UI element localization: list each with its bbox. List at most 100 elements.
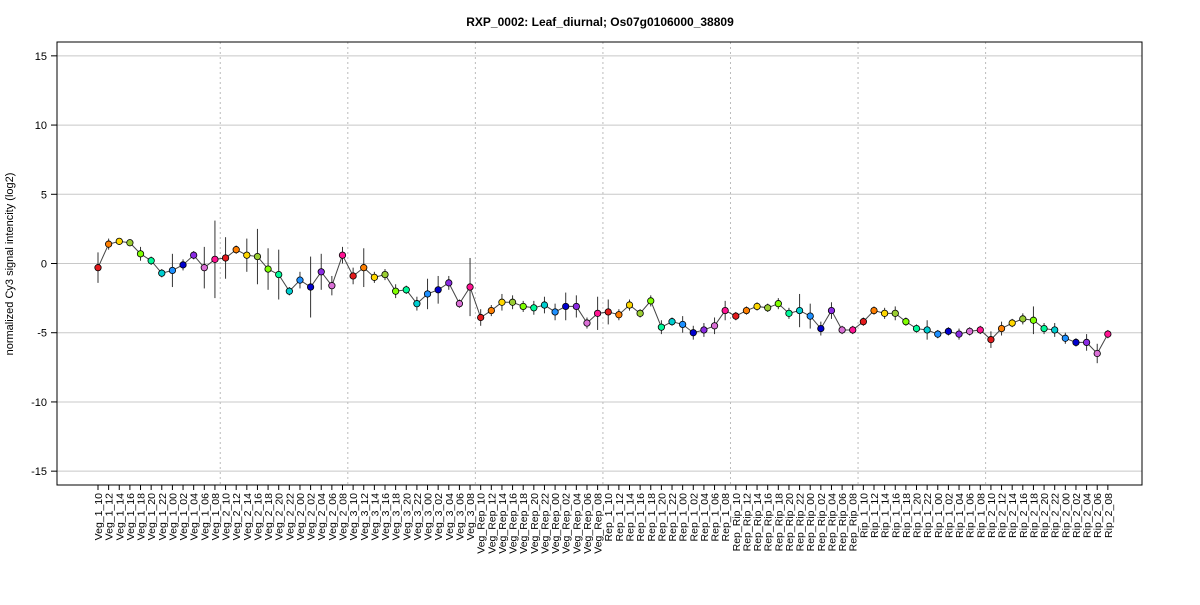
x-tick-label: Veg_2_16	[252, 493, 264, 540]
x-tick-label: Veg_2_08	[337, 493, 349, 540]
data-point	[732, 312, 740, 320]
x-tick-label: Veg_1_00	[167, 493, 179, 540]
data-point	[105, 240, 113, 248]
data-point	[987, 336, 995, 344]
data-point	[328, 282, 336, 290]
data-point	[785, 309, 793, 317]
x-tick-label: Rip_2_02	[1071, 493, 1083, 538]
x-tick-label: Rep_Rip_16	[763, 493, 775, 552]
x-tick-label: Rep_Rip_20	[784, 493, 796, 552]
data-point	[381, 270, 389, 279]
data-point	[955, 330, 963, 338]
x-tick-label: Rip_1_16	[890, 493, 902, 538]
x-tick-label: Veg_1_02	[178, 493, 190, 540]
data-point	[700, 326, 708, 334]
x-tick-label: Veg_1_12	[104, 493, 116, 540]
data-point	[434, 286, 442, 294]
y-axis-ticks: -15 -10 -5 0 5 10 15	[31, 51, 57, 478]
y-tick-label: -5	[37, 328, 47, 340]
x-tick-label: Veg_2_00	[295, 493, 307, 540]
y-tick-label: 0	[41, 259, 47, 271]
x-tick-label: Rep_1_04	[699, 493, 711, 542]
data-point	[710, 322, 719, 330]
x-tick-label: Rip_1_00	[933, 493, 945, 538]
data-point	[200, 264, 208, 272]
data-point	[838, 326, 846, 334]
x-tick-label: Rip_2_04	[1082, 493, 1094, 538]
x-tick-label: Rip_2_20	[1039, 493, 1051, 538]
x-tick-label: Rep_1_22	[667, 493, 679, 542]
data-point	[870, 306, 878, 315]
data-point	[1029, 316, 1038, 324]
data-point	[636, 309, 644, 317]
data-point	[583, 319, 591, 327]
data-point	[253, 252, 262, 261]
series-layer	[94, 220, 1112, 364]
x-tick-label: Rip_1_14	[880, 493, 892, 538]
data-point	[976, 326, 984, 334]
x-tick-label: Veg_2_02	[306, 493, 318, 540]
x-tick-label: Veg_1_18	[136, 493, 148, 540]
data-point	[94, 264, 102, 272]
x-tick-label: Rip_1_04	[954, 493, 966, 538]
chart-title: RXP_0002: Leaf_diurnal; Os07g0106000_388…	[466, 15, 734, 29]
x-tick-label: Rip_2_16	[1018, 493, 1030, 538]
x-tick-label: Rip_2_14	[1007, 493, 1019, 538]
data-point	[392, 287, 400, 295]
data-point	[264, 265, 272, 273]
x-tick-label: Veg_1_10	[93, 493, 105, 540]
x-tick-label: Veg_3_16	[380, 493, 392, 540]
x-tick-label: Rep_1_20	[656, 493, 668, 542]
data-point	[296, 276, 304, 284]
data-point	[1040, 324, 1048, 333]
x-tick-label: Veg_Rep_12	[486, 493, 498, 554]
y-tick-label: -15	[31, 466, 47, 478]
x-tick-label: Rep_1_14	[625, 493, 637, 542]
x-tick-label: Veg_1_06	[199, 493, 211, 540]
data-point	[275, 270, 283, 279]
data-point	[508, 298, 517, 306]
data-point	[498, 298, 506, 306]
x-tick-label: Rep_1_12	[614, 493, 626, 542]
x-tick-label: Veg_Rep_06	[582, 493, 594, 554]
data-point	[136, 250, 145, 258]
x-tick-label: Veg_2_06	[327, 493, 339, 540]
data-point	[179, 261, 187, 269]
data-point	[551, 308, 559, 316]
data-point	[1019, 315, 1027, 323]
data-point	[349, 272, 357, 280]
data-point	[1061, 334, 1069, 342]
x-tick-label: Veg_2_04	[316, 493, 328, 540]
data-point	[519, 302, 527, 311]
data-point	[530, 304, 538, 312]
x-tick-label: Rip_2_12	[997, 493, 1009, 538]
x-tick-label: Veg_3_02	[433, 493, 445, 540]
x-tick-label: Rep_1_06	[710, 493, 722, 542]
data-point	[466, 283, 474, 291]
x-tick-label: Veg_Rep_02	[561, 493, 573, 554]
data-point	[562, 302, 570, 311]
x-tick-label: Veg_Rep_10	[476, 493, 488, 554]
data-point	[657, 323, 665, 331]
x-tick-label: Veg_3_06	[454, 493, 466, 540]
x-tick-label: Veg_2_18	[263, 493, 275, 540]
data-point	[147, 257, 155, 265]
data-point	[445, 279, 453, 287]
data-point	[934, 330, 942, 338]
data-point	[902, 318, 910, 326]
data-point	[849, 326, 857, 334]
x-tick-label: Veg_Rep_00	[550, 493, 562, 554]
x-tick-label: Rip_2_08	[1103, 493, 1115, 538]
x-tick-label: Veg_1_14	[114, 493, 126, 540]
x-tick-label: Rip_2_10	[986, 493, 998, 538]
data-point	[753, 302, 761, 311]
x-tick-label: Veg_3_10	[348, 493, 360, 540]
x-tick-label: Rep_Rip_12	[741, 493, 753, 552]
x-tick-label: Veg_3_18	[391, 493, 403, 540]
x-tick-label: Veg_1_20	[146, 493, 158, 540]
x-tick-label: Rep_Rip_08	[848, 493, 860, 552]
data-point	[190, 251, 198, 259]
data-point	[1093, 349, 1101, 358]
x-tick-label: Veg_Rep_04	[571, 493, 583, 554]
x-tick-label: Rip_1_08	[975, 493, 987, 538]
